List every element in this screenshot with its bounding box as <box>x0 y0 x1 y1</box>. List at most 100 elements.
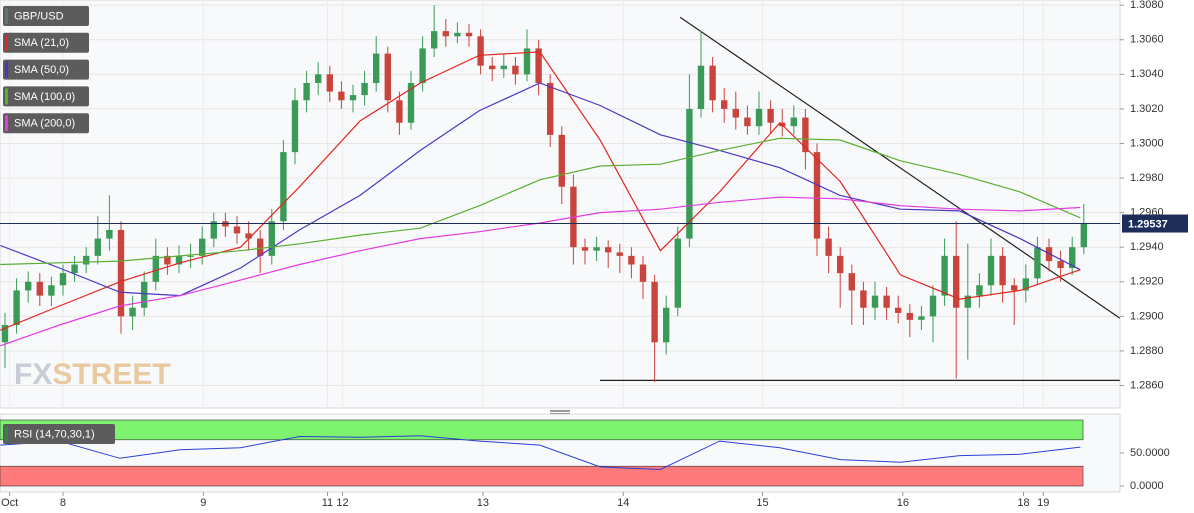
y-tick-label: 1.3060 <box>1130 34 1164 46</box>
candle-body <box>187 255 194 257</box>
candle-body <box>767 108 774 123</box>
x-tick-label: Oct <box>1 497 18 509</box>
candle-body <box>535 48 542 83</box>
candle-body <box>71 264 78 274</box>
candle-body <box>36 281 43 296</box>
y-tick-label: 0.0000 <box>1130 480 1164 492</box>
candle-body <box>48 285 55 296</box>
candle-body <box>721 100 728 109</box>
candle-body <box>755 108 763 127</box>
legend-label: SMA (100,0) <box>14 91 75 103</box>
candle-body <box>512 65 519 75</box>
candle-body <box>338 91 345 101</box>
candle-body <box>315 74 322 83</box>
candle-body <box>976 285 983 296</box>
candle-body <box>628 255 635 265</box>
candle-body <box>164 255 171 265</box>
legend-box <box>3 59 89 80</box>
candle-body <box>871 295 879 308</box>
watermark-suffix: STREET <box>52 358 170 391</box>
candle-body <box>802 117 809 153</box>
candle-body <box>1057 261 1064 268</box>
candle-body <box>94 238 101 256</box>
x-tick-label: 12 <box>336 497 348 509</box>
legend-swatch <box>5 426 8 442</box>
legend-box <box>3 86 89 107</box>
candle-body <box>210 221 217 239</box>
legend-label: GBP/USD <box>14 10 64 22</box>
candle-body <box>1 325 9 343</box>
candle-body <box>465 32 473 37</box>
candle-body <box>1022 278 1029 291</box>
candle-body <box>117 229 125 317</box>
y-tick-label: 1.2920 <box>1130 276 1164 288</box>
y-tick-label: 1.3040 <box>1130 68 1164 80</box>
legend-swatch <box>5 34 8 51</box>
y-tick-label: 1.2900 <box>1130 310 1164 322</box>
candle-body <box>152 255 159 282</box>
y-tick-label: 1.3000 <box>1130 137 1164 149</box>
candle-body <box>1080 223 1087 248</box>
legend-label: RSI (14,70,30,1) <box>14 428 95 440</box>
candle-body <box>558 134 565 187</box>
candle-body <box>605 247 612 253</box>
candle-body <box>744 117 751 127</box>
candle-body <box>616 252 623 256</box>
candle-body <box>1034 247 1041 279</box>
y-tick-label: 1.3080 <box>1130 0 1164 11</box>
candle-body <box>373 53 380 83</box>
candle-body <box>407 82 415 123</box>
marks: 1.29537 <box>0 5 1188 487</box>
candle-body <box>1011 285 1018 291</box>
candle-body <box>175 255 183 265</box>
candle-body <box>268 221 275 256</box>
legend-label: SMA (21,0) <box>14 37 69 49</box>
candle-body <box>953 255 960 308</box>
candle-body <box>999 255 1006 286</box>
candle-body <box>918 316 925 320</box>
legend-swatch <box>5 88 8 105</box>
legend-swatch <box>5 61 8 78</box>
watermark-prefix: FX <box>14 358 52 391</box>
legend-box <box>3 113 89 134</box>
y-tick-label: 50.0000 <box>1130 447 1170 459</box>
candle-body <box>732 108 739 118</box>
candle-body <box>233 226 241 234</box>
watermark: FXSTREET <box>14 358 171 391</box>
x-tick-label: 9 <box>200 497 206 509</box>
y-tick-label: 1.2880 <box>1130 345 1164 357</box>
sma-line <box>0 137 1081 266</box>
candle-body <box>349 95 357 101</box>
candle-body <box>303 82 310 101</box>
candle-body <box>964 295 971 308</box>
candle-body <box>895 307 902 313</box>
candle-body <box>987 255 995 286</box>
candle-body <box>129 307 136 317</box>
candle-body <box>581 247 589 251</box>
candle-body <box>813 152 821 239</box>
panel-splitter[interactable] <box>550 410 570 412</box>
rsi-line <box>0 435 1081 471</box>
y-tick-label: 1.2860 <box>1130 379 1164 391</box>
candle-body <box>651 281 658 343</box>
x-tick-label: 18 <box>1017 497 1029 509</box>
x-tick-label: 15 <box>756 497 768 509</box>
oversold-zone <box>0 465 1084 487</box>
candle-body <box>141 281 148 308</box>
candle-body <box>24 281 32 291</box>
candle-body <box>291 100 299 153</box>
x-tick-label: 11 <box>322 497 333 509</box>
candle-body <box>883 295 890 308</box>
legend: GBP/USD SMA (21,0) SMA (50,0) SMA (100,0) SM… <box>3 6 115 444</box>
candle-body <box>257 238 264 256</box>
candle-body <box>848 273 855 291</box>
candle-body <box>941 255 948 296</box>
candle-body <box>326 74 333 92</box>
candle-body <box>419 48 426 83</box>
candle-body <box>639 264 647 282</box>
panel-splitter-line <box>550 413 570 414</box>
candle-body <box>384 53 391 101</box>
candle-body <box>1069 247 1076 268</box>
candle-body <box>825 238 832 256</box>
candle-body <box>860 290 867 308</box>
